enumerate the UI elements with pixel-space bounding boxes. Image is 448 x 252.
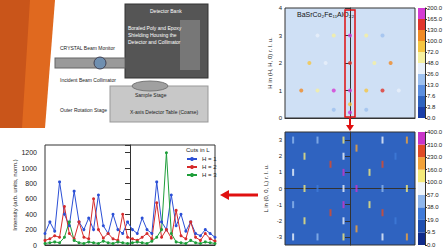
svg-text:48.0: 48.0 (427, 60, 439, 66)
svg-text:130.0: 130.0 (427, 27, 443, 33)
svg-text:4: 4 (279, 5, 283, 11)
svg-text:Shielding Housing the: Shielding Housing the (128, 32, 177, 38)
svg-text:L in (0, 0, L) r. l. u.: L in (0, 0, L) r. l. u. (263, 164, 269, 212)
svg-text:310.0: 310.0 (427, 142, 443, 148)
svg-text:Boraled Poly and Epoxy: Boraled Poly and Epoxy (128, 25, 182, 31)
svg-text:100.0: 100.0 (427, 38, 443, 44)
svg-text:Detector Bank: Detector Bank (150, 8, 182, 14)
svg-text:Intensity (arb. units, norm.): Intensity (arb. units, norm.) (12, 159, 18, 230)
svg-text:H = 2: H = 2 (202, 164, 217, 170)
svg-text:1: 1 (279, 169, 283, 175)
svg-text:0: 0 (279, 115, 283, 121)
svg-text:0.0: 0.0 (427, 115, 436, 121)
svg-text:-2: -2 (277, 218, 283, 224)
svg-text:200.0: 200.0 (427, 5, 443, 11)
svg-text:1000: 1000 (21, 165, 37, 172)
svg-text:BaSrCo₂Fe₁₁AlO₂₂: BaSrCo₂Fe₁₁AlO₂₂ (297, 11, 355, 18)
svg-text:57.0: 57.0 (427, 192, 439, 198)
svg-text:0.0: 0.0 (427, 242, 436, 248)
svg-text:-3: -3 (277, 234, 283, 240)
svg-text:72.0: 72.0 (427, 49, 439, 55)
svg-text:9.5: 9.5 (427, 229, 436, 235)
svg-text:1: 1 (279, 88, 283, 94)
svg-text:H = 1: H = 1 (202, 156, 217, 162)
svg-text:13.0: 13.0 (427, 82, 439, 88)
svg-text:200: 200 (25, 226, 37, 233)
svg-text:160.0: 160.0 (427, 167, 443, 173)
svg-text:H = 3: H = 3 (202, 172, 217, 178)
svg-text:600: 600 (25, 195, 37, 202)
svg-text:Incident Beam Collimator: Incident Beam Collimator (60, 77, 116, 83)
svg-text:400.0: 400.0 (427, 129, 443, 135)
svg-text:H in (H, H, 0) r. l. u.: H in (H, H, 0) r. l. u. (267, 37, 273, 89)
svg-text:Outer Rotation Stage: Outer Rotation Stage (60, 107, 107, 113)
svg-text:1200: 1200 (21, 149, 37, 156)
svg-text:100.0: 100.0 (427, 179, 443, 185)
svg-text:165.0: 165.0 (427, 16, 443, 22)
svg-text:-1: -1 (277, 202, 283, 208)
svg-text:230.0: 230.0 (427, 154, 443, 160)
svg-text:800: 800 (25, 180, 37, 187)
svg-text:38.0: 38.0 (427, 204, 439, 210)
svg-text:Cuts in L: Cuts in L (186, 147, 210, 153)
svg-text:0: 0 (33, 242, 37, 249)
svg-text:Sample Stage: Sample Stage (135, 92, 167, 98)
svg-text:26.0: 26.0 (427, 71, 439, 77)
svg-text:2: 2 (279, 153, 283, 159)
svg-text:Detector and Collimator: Detector and Collimator (128, 39, 181, 45)
svg-text:3.8: 3.8 (427, 104, 436, 110)
svg-text:400: 400 (25, 211, 37, 218)
svg-text:0: 0 (279, 186, 283, 192)
svg-text:7.6: 7.6 (427, 93, 436, 99)
svg-text:2: 2 (279, 60, 283, 66)
svg-text:3: 3 (279, 137, 283, 143)
svg-text:3: 3 (279, 33, 283, 39)
svg-text:X-axis Detector Table (Coarse): X-axis Detector Table (Coarse) (130, 109, 199, 115)
svg-text:19.0: 19.0 (427, 217, 439, 223)
svg-text:CRYSTAL Beam Monitor: CRYSTAL Beam Monitor (60, 45, 115, 51)
